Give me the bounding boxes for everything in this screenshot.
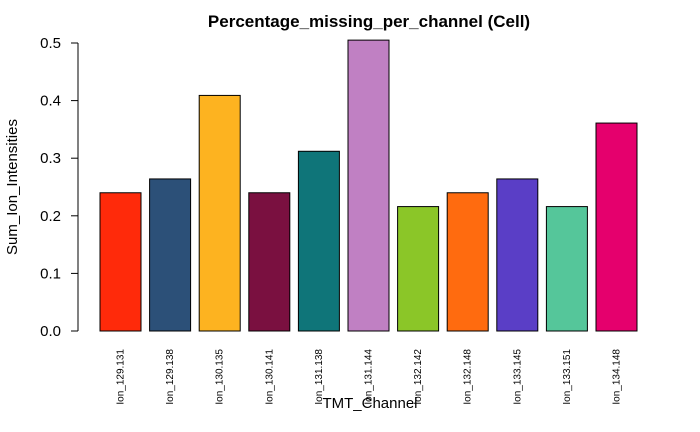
x-tick-label: Ion_133.145 <box>512 349 523 405</box>
x-tick-label: Ion_133.151 <box>562 349 573 405</box>
y-axis: 0.0 0.1 0.2 0.3 0.4 0.5 <box>40 35 79 340</box>
x-tick-label: Ion_132.142 <box>413 349 424 405</box>
x-tick-label: Ion_129.138 <box>165 349 176 405</box>
y-tick-label: 0.0 <box>40 323 61 340</box>
x-tick-label: Ion_132.148 <box>463 349 474 405</box>
bar <box>149 178 192 332</box>
x-tick-label: Ion_130.135 <box>215 349 226 405</box>
bars-group <box>99 39 638 332</box>
y-axis-label: Sum_Ion_Intensities <box>4 119 21 255</box>
bar <box>198 94 241 332</box>
x-tick-label: Ion_134.148 <box>612 349 623 405</box>
y-tick-label: 0.3 <box>40 150 61 167</box>
x-axis-label: TMT_Channel <box>322 395 417 412</box>
x-tick-label: Ion_131.138 <box>314 349 325 405</box>
bar <box>99 192 142 332</box>
bar <box>595 122 638 332</box>
bar <box>297 150 340 332</box>
bar <box>397 206 440 332</box>
bar <box>347 39 390 332</box>
x-tick-label: Ion_129.131 <box>116 349 127 405</box>
bar <box>496 178 539 332</box>
x-tick-label: Ion_130.141 <box>264 349 275 405</box>
y-tick-label: 0.2 <box>40 208 61 225</box>
chart-title: Percentage_missing_per_channel (Cell) <box>208 12 530 31</box>
x-tick-label: Ion_131.144 <box>364 349 375 405</box>
bar <box>248 192 291 332</box>
x-tick-labels: Ion_129.131 Ion_129.138 Ion_130.135 Ion_130… <box>116 349 623 405</box>
y-tick-label: 0.4 <box>40 93 61 110</box>
y-tick-label: 0.5 <box>40 35 61 52</box>
y-tick-label: 0.1 <box>40 265 61 282</box>
bar <box>545 206 588 332</box>
bar <box>446 192 489 332</box>
